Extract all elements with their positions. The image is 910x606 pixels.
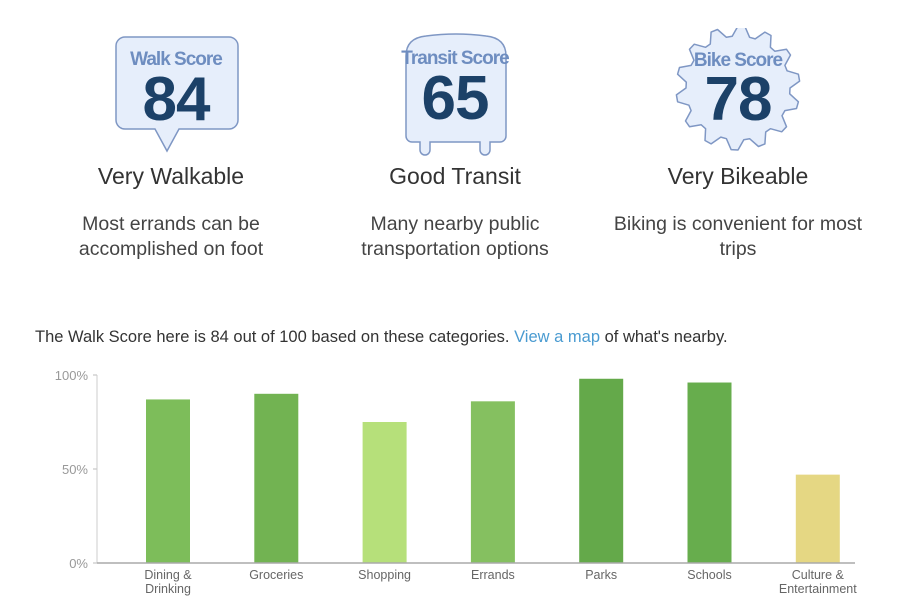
- walk-score-description: Most errands can be accomplished on foot: [78, 213, 264, 260]
- gear-icon: [675, 28, 801, 151]
- transit-score-value: 65: [421, 64, 490, 133]
- walk-score-value: 84: [142, 65, 211, 134]
- bar: [470, 401, 515, 563]
- bike-score-value: 78: [704, 65, 773, 134]
- bar: [579, 378, 624, 563]
- bike-score-label: Bike Score: [693, 50, 783, 71]
- transit-score-badge: Transit Score 65: [385, 28, 525, 158]
- transit-score-title: Good Transit: [389, 163, 521, 189]
- bike-score-title: Very Bikeable: [667, 163, 809, 189]
- walk-score-badge: Walk Score 84: [101, 28, 241, 158]
- summary-text-end: of what's nearby.: [600, 328, 728, 346]
- bus-icon: [405, 33, 507, 156]
- walk-score-summary: The Walk Score here is 84 out of 100 bas…: [35, 328, 728, 347]
- x-tick-label: Dining & Drinking: [144, 568, 192, 596]
- x-tick-label: Groceries: [249, 568, 303, 582]
- x-tick-label: Culture & Entertainment: [779, 568, 857, 596]
- category-bar-chart: 0% 50% 100% Dining & Drinking Groceries Shoppi…: [55, 368, 857, 596]
- x-tick-label: Errands: [471, 568, 515, 582]
- y-tick-label: 100%: [55, 368, 89, 383]
- bar: [362, 422, 407, 563]
- view-map-link[interactable]: View a map: [514, 328, 601, 346]
- x-tick-label: Shopping: [358, 568, 411, 582]
- bar: [254, 393, 299, 563]
- bike-score-badge: Bike Score 78: [668, 28, 808, 158]
- bike-score-description: Biking is convenient for most trips: [613, 213, 863, 260]
- bar: [687, 382, 732, 563]
- transit-score-description: Many nearby public transportation option…: [361, 213, 549, 260]
- walk-score-label: Walk Score: [130, 49, 223, 70]
- walk-score-title: Very Walkable: [97, 163, 245, 189]
- summary-text: The Walk Score here is 84 out of 100 bas…: [35, 328, 515, 346]
- x-tick-label: Schools: [687, 568, 731, 582]
- bar: [146, 399, 190, 563]
- transit-score-label: Transit Score: [401, 48, 509, 69]
- x-tick-label: Parks: [585, 568, 617, 582]
- y-tick-label: 50%: [62, 462, 88, 477]
- y-tick-label: 0%: [69, 556, 88, 571]
- bar: [795, 474, 840, 563]
- walk-pin-icon: [115, 36, 239, 153]
